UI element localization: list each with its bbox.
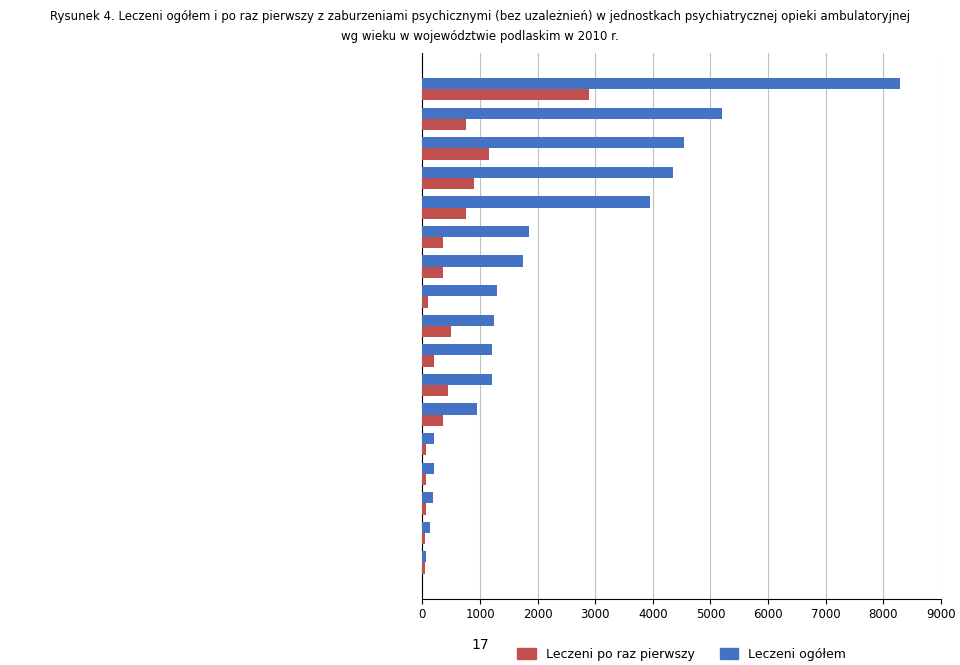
Bar xyxy=(422,148,489,160)
Bar xyxy=(422,226,529,237)
Bar xyxy=(422,237,443,248)
Bar xyxy=(422,433,434,444)
Bar xyxy=(422,137,684,148)
Bar xyxy=(422,414,443,426)
Bar xyxy=(422,533,425,544)
Bar xyxy=(422,178,474,190)
Bar xyxy=(422,119,466,130)
Bar xyxy=(422,255,523,267)
Bar xyxy=(422,444,426,456)
Bar xyxy=(422,167,673,178)
Bar xyxy=(422,563,424,574)
Bar xyxy=(422,473,426,485)
Bar xyxy=(422,462,434,473)
Bar xyxy=(422,355,434,366)
Text: wg wieku w województwie podlaskim w 2010 r.: wg wieku w województwie podlaskim w 2010… xyxy=(341,30,619,43)
Bar xyxy=(422,344,492,355)
Text: Rysunek 4. Leczeni ogółem i po raz pierwszy z zaburzeniami psychicznymi (bez uza: Rysunek 4. Leczeni ogółem i po raz pierw… xyxy=(50,10,910,23)
Bar xyxy=(422,89,589,100)
Bar xyxy=(422,521,430,533)
Bar xyxy=(422,78,900,89)
Bar xyxy=(422,207,466,219)
Bar xyxy=(422,297,428,307)
Bar xyxy=(422,385,448,396)
Text: 17: 17 xyxy=(471,638,489,652)
Bar xyxy=(422,551,425,563)
Bar xyxy=(422,196,650,207)
Bar xyxy=(422,492,433,503)
Legend: Leczeni po raz pierwszy, Leczeni ogółem: Leczeni po raz pierwszy, Leczeni ogółem xyxy=(512,643,852,665)
Bar xyxy=(422,326,451,337)
Bar xyxy=(422,267,443,278)
Bar xyxy=(422,108,722,119)
Bar xyxy=(422,315,494,326)
Bar xyxy=(422,404,477,414)
Bar xyxy=(422,503,426,515)
Bar xyxy=(422,285,497,297)
Bar xyxy=(422,374,492,385)
